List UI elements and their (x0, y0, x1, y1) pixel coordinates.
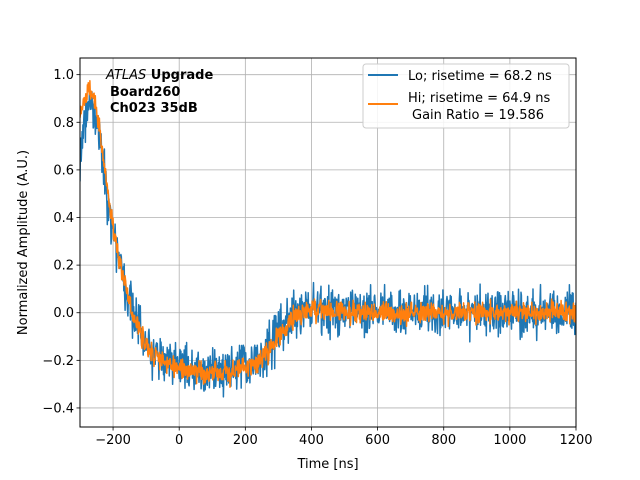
y-tick-label: 0.0 (53, 306, 74, 321)
y-tick-label: 0.6 (53, 163, 74, 178)
x-tick-label: 800 (431, 433, 456, 448)
x-tick-label: 1000 (493, 433, 526, 448)
annotation-atlas: ATLAS (105, 68, 146, 83)
y-tick-label: 0.8 (53, 116, 74, 131)
y-tick-label: 0.4 (53, 211, 74, 226)
y-tick-label: 0.2 (53, 259, 74, 274)
annotation-board: Board260 (110, 85, 180, 100)
y-tick-label: −0.2 (42, 354, 74, 369)
axis-ticks: −200 0 200 400 600 800 1000 1200 −0.4 −0.2 0.0 0.2 0… (42, 68, 592, 448)
x-tick-label: 600 (365, 433, 390, 448)
x-axis-label: Time [ns] (296, 457, 358, 472)
series-line-hi (80, 80, 576, 388)
legend-label-lo: Lo; risetime = 68.2 ns (408, 69, 552, 84)
x-tick-label: 1200 (559, 433, 592, 448)
annotation-upgrade: Upgrade (146, 68, 213, 83)
y-tick-label: −0.4 (42, 401, 74, 416)
plot-frame (79, 57, 577, 428)
x-tick-label: 0 (175, 433, 183, 448)
y-axis-label: Normalized Amplitude (A.U.) (16, 150, 31, 335)
legend-box (362, 63, 570, 129)
chart-annotation: ATLAS Upgrade Board260 Ch023 35dB (105, 68, 213, 116)
annotation-channel: Ch023 35dB (110, 101, 198, 116)
legend-label-gain-ratio: Gain Ratio = 19.586 (412, 108, 544, 123)
legend-label-hi: Hi; risetime = 64.9 ns (408, 91, 550, 106)
series-layer (80, 80, 576, 398)
legend: Lo; risetime = 68.2 ns Hi; risetime = 64… (362, 63, 570, 129)
svg-text:ATLAS Upgrade: ATLAS Upgrade (105, 68, 213, 83)
x-tick-label: 200 (233, 433, 258, 448)
x-tick-label: −200 (95, 433, 131, 448)
x-tick-label: 400 (299, 433, 324, 448)
y-tick-label: 1.0 (53, 68, 74, 83)
